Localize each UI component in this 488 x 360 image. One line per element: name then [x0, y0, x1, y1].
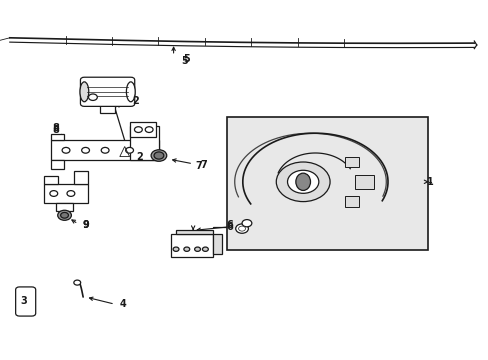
Text: 9: 9: [82, 220, 89, 230]
Circle shape: [183, 247, 189, 251]
FancyBboxPatch shape: [80, 77, 134, 107]
Circle shape: [151, 150, 166, 161]
Bar: [56, 203, 73, 211]
Text: 7: 7: [195, 161, 202, 171]
Circle shape: [194, 247, 200, 251]
Bar: [51, 134, 63, 140]
Circle shape: [88, 94, 97, 100]
Circle shape: [238, 226, 245, 231]
Text: 5: 5: [183, 54, 190, 64]
Text: 3: 3: [20, 296, 27, 306]
Text: 1: 1: [426, 177, 433, 187]
Circle shape: [61, 212, 68, 218]
Circle shape: [50, 191, 58, 197]
Text: 9: 9: [82, 220, 89, 230]
Circle shape: [81, 148, 89, 153]
Text: 5: 5: [181, 56, 187, 66]
Circle shape: [67, 191, 75, 197]
Bar: [129, 126, 159, 160]
Circle shape: [235, 224, 248, 233]
FancyBboxPatch shape: [16, 287, 36, 316]
Bar: [51, 160, 63, 169]
Bar: [354, 175, 373, 189]
Bar: [176, 230, 212, 234]
Text: 2: 2: [132, 96, 139, 106]
Ellipse shape: [80, 82, 88, 102]
Circle shape: [62, 148, 70, 153]
Bar: [51, 140, 159, 160]
Circle shape: [242, 220, 251, 227]
Circle shape: [74, 280, 81, 285]
Circle shape: [145, 127, 153, 132]
Text: 8: 8: [53, 125, 60, 135]
Circle shape: [134, 127, 142, 132]
Bar: [74, 171, 88, 184]
Circle shape: [287, 170, 318, 193]
Circle shape: [58, 210, 71, 220]
Text: 4: 4: [120, 299, 126, 309]
Ellipse shape: [126, 82, 135, 102]
Bar: [129, 122, 156, 137]
Bar: [212, 234, 221, 254]
Bar: [171, 234, 212, 257]
Text: 8: 8: [53, 123, 60, 133]
Bar: [44, 176, 58, 184]
Text: 7: 7: [200, 160, 207, 170]
Text: 2: 2: [136, 152, 142, 162]
Circle shape: [276, 162, 329, 202]
Bar: [44, 184, 88, 203]
Bar: [227, 117, 427, 250]
Circle shape: [101, 148, 109, 153]
Bar: [344, 157, 359, 167]
Circle shape: [125, 148, 133, 153]
Ellipse shape: [295, 173, 310, 190]
Bar: [344, 196, 359, 207]
Circle shape: [154, 152, 163, 159]
Bar: [100, 104, 115, 112]
Text: 6: 6: [226, 220, 233, 230]
Text: 6: 6: [226, 222, 233, 232]
Circle shape: [202, 247, 208, 251]
Circle shape: [173, 247, 179, 251]
